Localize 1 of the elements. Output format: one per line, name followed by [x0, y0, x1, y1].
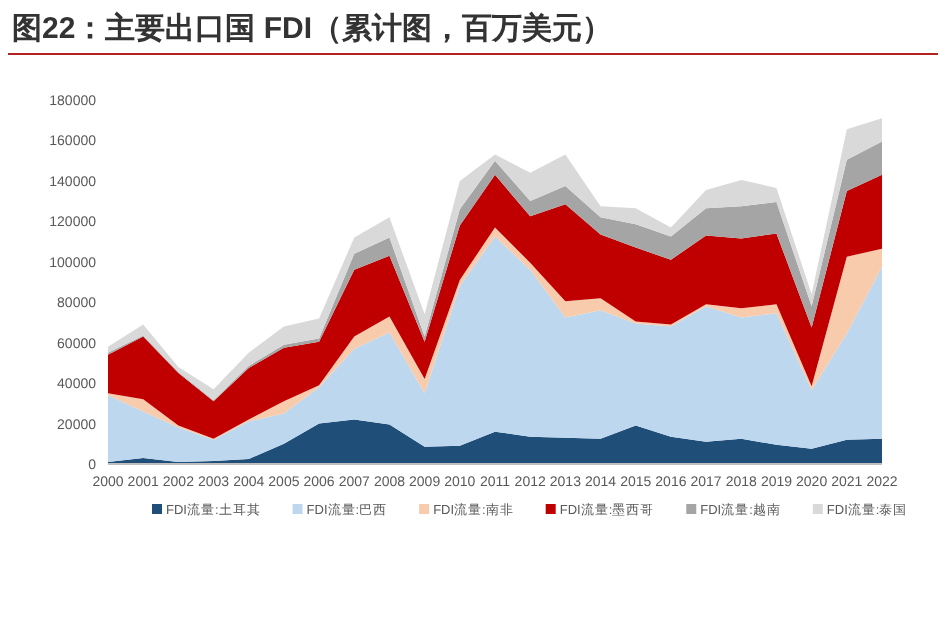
chart-title: 图22：主要出口国 FDI（累计图，百万美元）	[12, 10, 613, 46]
